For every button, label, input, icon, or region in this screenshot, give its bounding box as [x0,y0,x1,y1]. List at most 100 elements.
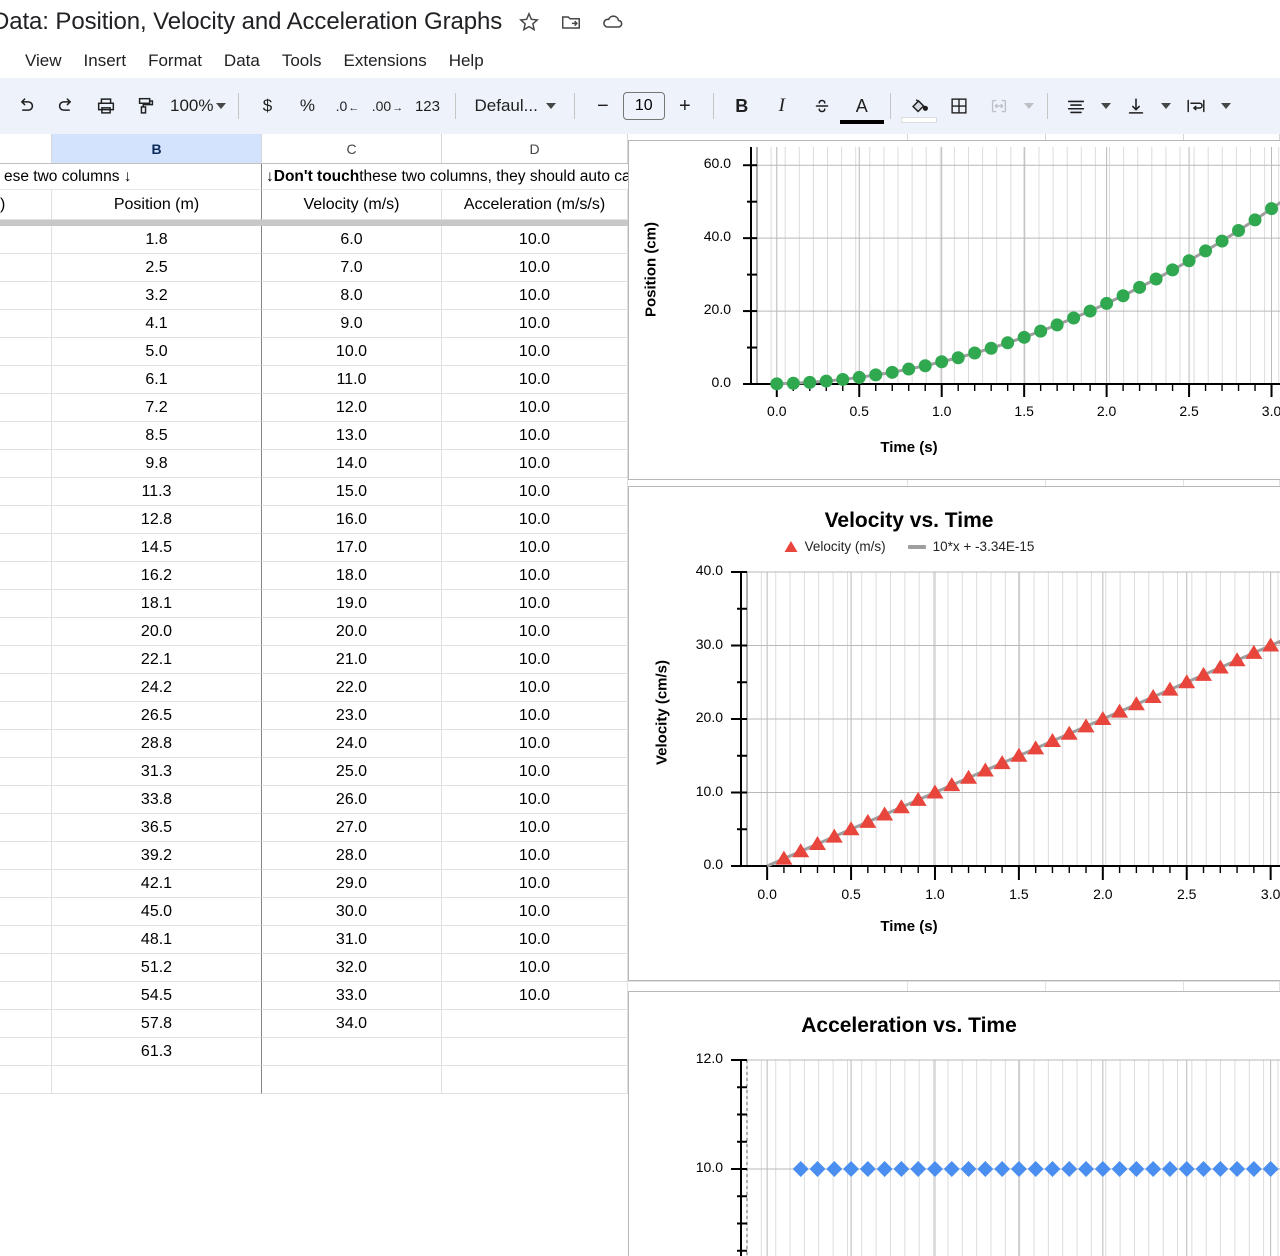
cell-velocity[interactable]: 28.0 [262,842,442,870]
cell-acceleration[interactable]: 10.0 [442,702,628,730]
cell-position[interactable]: 5.0 [52,338,262,366]
cell-position[interactable]: 51.2 [52,954,262,982]
cell-acceleration[interactable] [442,1010,628,1038]
header-position[interactable]: Position (m) [52,190,262,220]
cell-velocity[interactable]: 31.0 [262,926,442,954]
cell-position[interactable]: 6.1 [52,366,262,394]
cell-position[interactable]: 26.5 [52,702,262,730]
menu-item-data[interactable]: Data [223,51,260,70]
cell-velocity[interactable]: 9.0 [262,310,442,338]
increase-font-size-button[interactable]: + [678,94,691,117]
undo-icon[interactable] [6,86,46,126]
borders-icon[interactable] [939,86,979,126]
cell-position[interactable]: 18.1 [52,590,262,618]
header-col-a-partial[interactable]: ) [0,190,52,220]
cell-velocity[interactable]: 34.0 [262,1010,442,1038]
font-size-input[interactable]: 10 [622,92,665,120]
cell-acceleration[interactable]: 10.0 [442,394,628,422]
cell-position[interactable]: 16.2 [52,562,262,590]
vertical-align-dropdown[interactable] [1156,86,1176,126]
font-family-selector[interactable]: Defaul... [464,96,565,116]
cell-velocity[interactable] [262,1038,442,1066]
cell-col-a[interactable] [0,534,52,562]
cell-acceleration[interactable]: 10.0 [442,618,628,646]
bold-button[interactable]: B [735,95,749,116]
cell-col-a[interactable] [0,870,52,898]
cell-velocity[interactable]: 8.0 [262,282,442,310]
cell-position[interactable]: 48.1 [52,926,262,954]
cell-acceleration[interactable]: 10.0 [442,366,628,394]
cell-position[interactable]: 12.8 [52,506,262,534]
cell-velocity[interactable]: 30.0 [262,898,442,926]
text-wrapping-icon[interactable] [1176,86,1216,126]
cell-position[interactable]: 57.8 [52,1010,262,1038]
cell-col-a[interactable] [0,422,52,450]
cell-velocity[interactable]: 33.0 [262,982,442,1010]
cell-col-a[interactable] [0,366,52,394]
cell-velocity[interactable]: 13.0 [262,422,442,450]
star-icon[interactable] [514,7,544,37]
cell-acceleration[interactable]: 10.0 [442,758,628,786]
cell-velocity[interactable]: 22.0 [262,674,442,702]
merge-cells-dropdown[interactable] [1019,86,1039,126]
cell-position[interactable]: 36.5 [52,814,262,842]
cell-velocity[interactable]: 25.0 [262,758,442,786]
cell-velocity[interactable]: 15.0 [262,478,442,506]
cell-velocity[interactable] [262,1066,442,1094]
zoom-selector[interactable]: 100% [166,86,230,126]
cell-acceleration[interactable]: 10.0 [442,814,628,842]
cell-position[interactable]: 22.1 [52,646,262,674]
column-header-a[interactable] [0,134,52,163]
cell-velocity[interactable]: 23.0 [262,702,442,730]
cell-position[interactable]: 39.2 [52,842,262,870]
cell-col-a[interactable] [0,1038,52,1066]
cell-acceleration[interactable]: 10.0 [442,926,628,954]
cell-acceleration[interactable] [442,1038,628,1066]
column-header-b[interactable]: B [52,134,262,163]
cell-velocity[interactable]: 6.0 [262,226,442,254]
cell-acceleration[interactable]: 10.0 [442,842,628,870]
document-title[interactable]: Data: Position, Velocity and Acceleratio… [0,8,503,35]
cell-position[interactable]: 24.2 [52,674,262,702]
cell-acceleration[interactable]: 10.0 [442,730,628,758]
cell-acceleration[interactable]: 10.0 [442,646,628,674]
cell-velocity[interactable]: 11.0 [262,366,442,394]
vertical-align-icon[interactable] [1116,86,1156,126]
cell-acceleration[interactable]: 10.0 [442,562,628,590]
cell-col-a[interactable] [0,674,52,702]
cell-col-a[interactable] [0,982,52,1010]
cell-col-a[interactable] [0,842,52,870]
percent-format-button[interactable]: % [299,96,316,115]
cell-col-a[interactable] [0,254,52,282]
cell-acceleration[interactable]: 10.0 [442,534,628,562]
text-color-button[interactable]: A [839,86,884,126]
header-velocity[interactable]: Velocity (m/s) [262,190,442,220]
move-to-folder-icon[interactable] [556,7,586,37]
more-formats-button[interactable]: 123 [414,97,440,115]
cell-acceleration[interactable]: 10.0 [442,674,628,702]
horizontal-align-icon[interactable] [1056,86,1096,126]
cell-col-a[interactable] [0,310,52,338]
cell-acceleration[interactable]: 10.0 [442,422,628,450]
menu-item-tools[interactable]: Tools [281,51,322,70]
decrease-decimal-button[interactable]: .0 ← [327,86,367,126]
cell-position[interactable]: 2.5 [52,254,262,282]
cell-position[interactable]: 42.1 [52,870,262,898]
decrease-font-size-button[interactable]: − [596,94,609,117]
cell-acceleration[interactable]: 10.0 [442,506,628,534]
legend-item-trendline[interactable]: 10*x + -3.34E-15 [907,539,1034,554]
cloud-saved-icon[interactable] [598,7,628,37]
menu-item-extensions[interactable]: Extensions [343,51,427,70]
column-header-c[interactable]: C [262,134,442,163]
cell-col-a[interactable] [0,590,52,618]
cell-position[interactable]: 61.3 [52,1038,262,1066]
cell-col-a[interactable] [0,730,52,758]
menu-item-format[interactable]: Format [148,51,202,70]
cell-velocity[interactable]: 19.0 [262,590,442,618]
redo-icon[interactable] [46,86,86,126]
cell-velocity[interactable]: 17.0 [262,534,442,562]
cell-acceleration[interactable]: 10.0 [442,310,628,338]
position-vs-time-chart[interactable]: Position (cm) 0.0 20.0 40.0 60.0 0.0 0.5 1.0 1… [628,140,1280,480]
cell-acceleration[interactable]: 10.0 [442,982,628,1010]
cell-position[interactable]: 33.8 [52,786,262,814]
